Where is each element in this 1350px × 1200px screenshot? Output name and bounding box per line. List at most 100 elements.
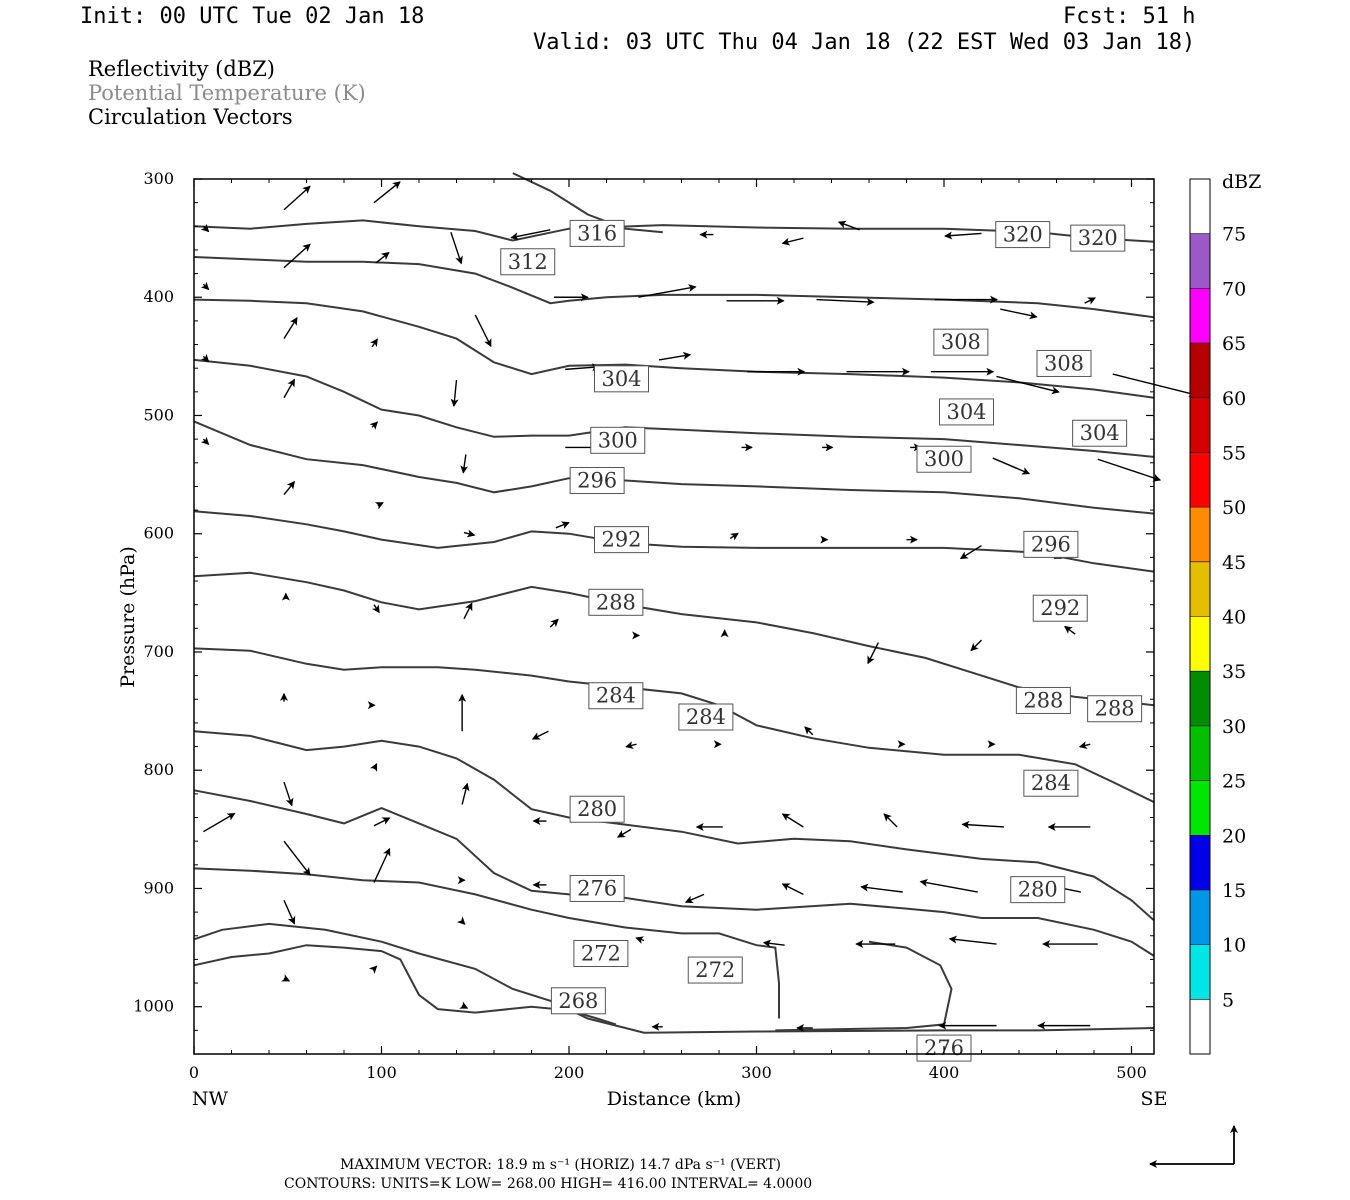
contour-label: 308: [933, 328, 989, 356]
circulation-vector: [860, 883, 903, 893]
colorbar-swatch: [1190, 288, 1210, 344]
circulation-vector: [816, 297, 875, 306]
colorbar-level-label: 50: [1222, 497, 1246, 519]
reference-vector-icon: [1149, 1125, 1238, 1168]
theta-contour-272: [193, 922, 1155, 1034]
circulation-vector: [461, 782, 470, 805]
plot-frame: [193, 178, 1155, 1055]
contour-label: 316: [569, 219, 625, 247]
colorbar-swatch: [1190, 233, 1210, 289]
circulation-vector: [919, 878, 978, 893]
contour-label: 272: [687, 956, 743, 984]
circulation-vector: [837, 220, 860, 231]
contour-label: 320: [1070, 224, 1126, 252]
x-tick-label: 200: [554, 1063, 585, 1082]
colorbar-swatch: [1190, 397, 1210, 453]
colorbar-swatch: [1190, 671, 1210, 726]
circulation-vector: [281, 974, 291, 982]
circulation-vector: [617, 828, 632, 838]
svg-text:292: 292: [601, 528, 641, 552]
circulation-vector: [375, 251, 390, 264]
contour-label: 308: [1036, 349, 1092, 377]
circulation-vector: [781, 813, 804, 828]
axes-layer: 300 400 500 600 700 800 900 1000 0 100 200 300 400 50…: [133, 169, 1154, 1082]
svg-text:296: 296: [1031, 532, 1071, 556]
circulation-vector: [373, 181, 401, 204]
y-tick-label: 1000: [133, 997, 174, 1016]
colorbar-level-label: 60: [1222, 388, 1246, 410]
colorbar-swatch: [1190, 452, 1210, 508]
y-tick-label: 300: [143, 169, 174, 188]
theta-contour-296: [193, 510, 1155, 573]
contour-label: 284: [588, 682, 644, 710]
circulation-vector: [283, 378, 296, 399]
svg-text:268: 268: [558, 989, 598, 1013]
colorbar-level-label: 55: [1222, 442, 1246, 464]
svg-text:272: 272: [695, 958, 735, 982]
contour-label: 292: [594, 526, 649, 554]
colorbar-swatch: [1190, 179, 1210, 234]
colorbar-swatch: [1190, 889, 1210, 945]
circulation-vector: [456, 916, 466, 925]
svg-text:280: 280: [1018, 878, 1058, 902]
contour-label: 284: [1023, 769, 1079, 797]
circulation-vector: [1078, 741, 1091, 749]
legend-reflectivity: Reflectivity (dBZ): [88, 57, 276, 81]
colorbar: 5 10 15 20 25 30 35 40 45 50 55 60 65 70 75: [1189, 178, 1246, 1055]
circulation-vector: [781, 237, 804, 246]
circulation-vector: [1064, 625, 1076, 635]
circulation-vector: [531, 730, 549, 740]
circulation-vector: [368, 965, 378, 975]
contour-label: 292: [1032, 594, 1088, 622]
circulation-vector: [460, 454, 469, 474]
theta-contour-276: [775, 940, 953, 1032]
theta-contour-288: [193, 647, 1155, 803]
colorbar-level-label: 65: [1222, 333, 1246, 355]
contour-label: 296: [569, 467, 625, 495]
contour-label: 280: [1010, 876, 1066, 904]
contour-label: 276: [569, 874, 625, 902]
circulation-vector: [459, 1001, 469, 1009]
circulation-vector: [635, 936, 645, 944]
contour-labels-layer: 316 312 320 320 308 308 304 304 304 300 300 296 296 2…: [500, 219, 1143, 1062]
circulation-vector: [970, 639, 982, 652]
colorbar-swatch: [1190, 616, 1210, 672]
svg-text:272: 272: [581, 941, 621, 965]
svg-text:288: 288: [1095, 697, 1135, 721]
circulation-vector: [370, 338, 378, 348]
svg-text:312: 312: [508, 250, 548, 274]
circulation-vector: [283, 185, 311, 211]
svg-text:292: 292: [1040, 596, 1080, 620]
colorbar-level-label: 15: [1222, 880, 1246, 902]
valid-time: Valid: 03 UTC Thu 04 Jan 18 (22 EST Wed …: [533, 30, 1196, 55]
svg-text:280: 280: [577, 797, 617, 821]
circulation-vector: [373, 817, 391, 827]
circulation-vector: [450, 379, 459, 408]
colorbar-swatch: [1190, 725, 1210, 781]
colorbar-swatch: [1190, 780, 1210, 836]
colorbar-level-label: 45: [1222, 552, 1246, 574]
colorbar-level-label: 25: [1222, 771, 1246, 793]
contour-label: 300: [916, 445, 972, 473]
colorbar-level-label: 35: [1222, 661, 1246, 683]
y-tick-label: 800: [143, 760, 174, 779]
maximum-vector-note: MAXIMUM VECTOR: 18.9 m s⁻¹ (HORIZ) 14.7 …: [340, 1157, 781, 1173]
circulation-vector: [474, 314, 492, 348]
circulation-vector: [684, 893, 705, 904]
circulation-vector: [658, 351, 692, 361]
svg-text:308: 308: [941, 330, 981, 354]
circulation-vector: [549, 618, 559, 628]
circulation-vector: [283, 480, 296, 496]
x-tick-label: 400: [929, 1063, 960, 1082]
svg-text:284: 284: [686, 705, 726, 729]
init-time: Init: 00 UTC Tue 02 Jan 18: [80, 4, 425, 29]
circulation-vector: [625, 741, 637, 749]
circulation-vector: [1097, 458, 1162, 482]
circulation-vector: [762, 939, 785, 948]
svg-text:276: 276: [577, 876, 617, 900]
svg-text:316: 316: [577, 221, 617, 245]
contour-label: 288: [1087, 695, 1143, 723]
circulation-vector: [867, 642, 880, 665]
svg-text:304: 304: [1080, 421, 1120, 445]
contours-layer: [193, 172, 1155, 1034]
